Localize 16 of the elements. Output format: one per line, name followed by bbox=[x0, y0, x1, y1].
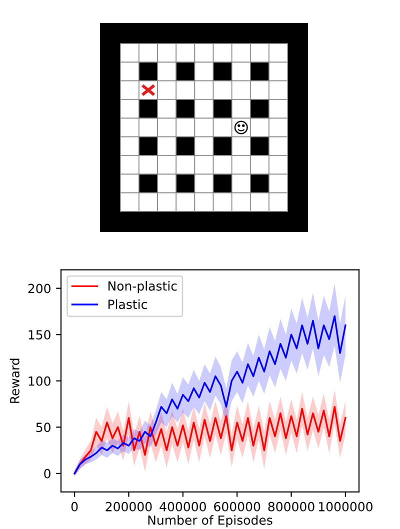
y-axis-title: Reward bbox=[10, 358, 20, 403]
x-tick-label: 1000000 bbox=[318, 502, 372, 512]
x-tick-label: 800000 bbox=[268, 502, 314, 512]
legend-label: Plastic bbox=[108, 299, 147, 310]
y-tick-label: 150 bbox=[28, 330, 50, 340]
x-tick-label: 400000 bbox=[160, 502, 206, 512]
y-tick-label: 50 bbox=[36, 422, 50, 432]
legend-label: Non-plastic bbox=[108, 281, 177, 294]
y-tick-label: 0 bbox=[44, 468, 50, 478]
y-tick-label: 100 bbox=[28, 376, 50, 386]
y-tick-label: 200 bbox=[28, 284, 50, 294]
line-series bbox=[74, 315, 346, 474]
x-tick-label: 600000 bbox=[214, 502, 260, 512]
x-tick-label: 200000 bbox=[106, 502, 152, 512]
x-tick-label: 0 bbox=[71, 502, 78, 512]
x-axis-title: Number of Episodes bbox=[148, 515, 272, 528]
